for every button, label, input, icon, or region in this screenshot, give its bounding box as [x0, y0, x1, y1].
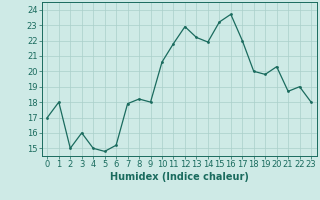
X-axis label: Humidex (Indice chaleur): Humidex (Indice chaleur) [110, 172, 249, 182]
